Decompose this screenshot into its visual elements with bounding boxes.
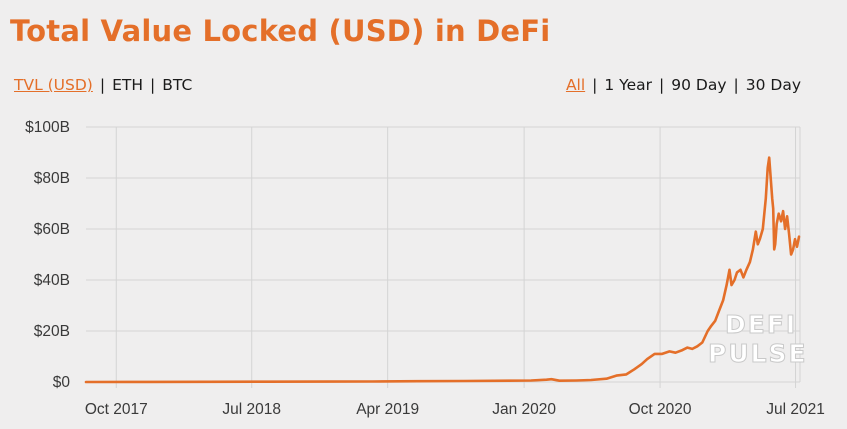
watermark-line2: PULSE <box>708 339 808 368</box>
watermark: DEFI PULSE <box>708 310 808 369</box>
tab-separator: | <box>733 76 739 94</box>
y-tick-label: $60B <box>34 221 70 238</box>
watermark-line1: DEFI <box>725 310 797 339</box>
y-tick-label: $80B <box>34 170 70 187</box>
x-tick-label: Oct 2020 <box>629 401 692 418</box>
tab-separator: | <box>150 76 156 94</box>
x-tick-label: Apr 2019 <box>356 401 419 418</box>
tab-tvl-usd[interactable]: TVL (USD) <box>14 76 93 94</box>
y-tick-label: $100B <box>25 119 70 136</box>
y-tick-label: $40B <box>34 272 70 289</box>
page-title: Total Value Locked (USD) in DeFi <box>10 14 551 48</box>
x-axis: Oct 2017 Jul 2018 Apr 2019 Jan 2020 Oct 2020… <box>85 401 825 418</box>
tab-separator: | <box>592 76 598 94</box>
y-axis: $0 $20B $40B $60B $80B $100B <box>25 119 70 391</box>
y-tick-label: $0 <box>53 374 71 391</box>
tab-range-all[interactable]: All <box>565 76 586 94</box>
tab-range-90-day[interactable]: 90 Day <box>671 76 727 94</box>
x-tick-label: Jul 2018 <box>222 401 281 418</box>
y-tick-label: $20B <box>34 323 70 340</box>
range-tabs: All | 1 Year | 90 Day | 30 Day <box>566 76 801 94</box>
tab-btc[interactable]: BTC <box>162 76 193 94</box>
x-tick-label: Oct 2017 <box>85 401 148 418</box>
tab-eth[interactable]: ETH <box>112 76 144 94</box>
tab-range-1-year[interactable]: 1 Year <box>604 76 652 94</box>
chart-series <box>84 156 801 384</box>
tab-separator: | <box>659 76 665 94</box>
metric-tabs: TVL (USD) | ETH | BTC <box>14 76 192 94</box>
x-tick-label: Jan 2020 <box>492 401 556 418</box>
tab-separator: | <box>99 76 106 94</box>
series-line-0 <box>84 156 801 384</box>
tab-range-30-day[interactable]: 30 Day <box>745 76 801 94</box>
x-tick-label: Jul 2021 <box>766 401 825 418</box>
